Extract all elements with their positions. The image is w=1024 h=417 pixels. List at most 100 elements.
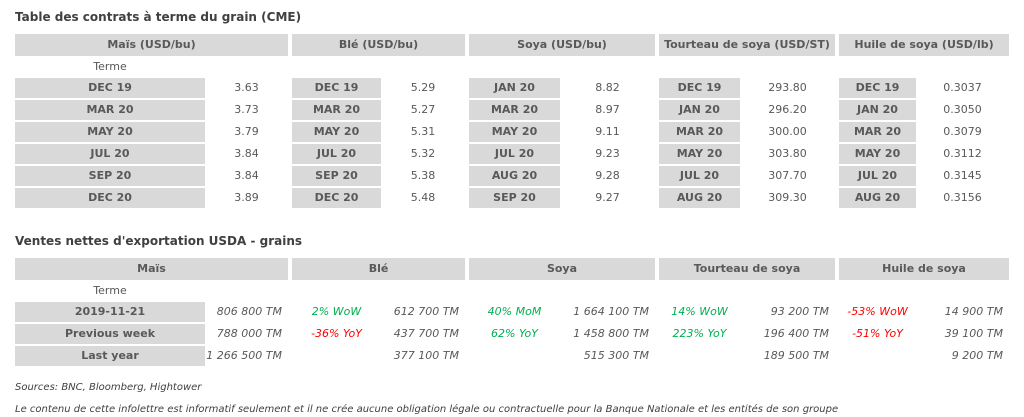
pct-change-cell	[292, 346, 381, 366]
contract-month-cell: MAY 20	[292, 122, 381, 142]
price-cell: 9.27	[595, 191, 620, 204]
price-cell: 5.31	[410, 125, 436, 138]
table-row: Previous week 788 000 TM -36% YoY 437 700 T…	[15, 324, 1009, 344]
contract-month-cell: MAR 20	[839, 122, 916, 142]
price-cell: 3.73	[234, 103, 259, 116]
disclaimer-note: Le contenu de cette infolettre est infor…	[15, 404, 839, 415]
pct-change-cell: -53% WoW	[847, 305, 908, 318]
price-cell: 9.11	[595, 125, 620, 138]
table-row: JUL 20 3.84 JUL 20 5.32 JUL 20 9.23 MAY 20 303.…	[15, 144, 1009, 164]
terme-label: Terme	[93, 284, 127, 297]
contract-month-cell: AUG 20	[839, 188, 916, 208]
exports-table-title: Ventes nettes d'exportation USDA - grain…	[15, 234, 303, 248]
price-cell: 9.28	[595, 169, 620, 182]
contract-month-cell: DEC 19	[839, 78, 916, 98]
contract-month-cell: DEC 20	[292, 188, 381, 208]
volume-cell: 515 300 TM	[583, 349, 649, 362]
table-row: DEC 19 3.63 DEC 19 5.29 JAN 20 8.82 DEC 19 293.…	[15, 78, 1009, 98]
volume-cell: 377 100 TM	[393, 349, 459, 362]
pct-change-cell	[469, 346, 560, 366]
contract-month-cell: SEP 20	[15, 166, 205, 186]
pct-change-cell: 14% WoW	[671, 305, 728, 318]
price-cell: 9.23	[595, 147, 620, 160]
contract-month-cell: JUL 20	[469, 144, 560, 164]
contract-month-cell: AUG 20	[469, 166, 560, 186]
table-row: Maïs (USD/bu) Blé (USD/bu) Soya (USD/bu) To…	[15, 34, 1009, 56]
pct-change-cell: -36% YoY	[311, 327, 362, 340]
pct-change-cell: 2% WoW	[311, 305, 362, 318]
period-label-cell: Last year	[15, 346, 205, 366]
column-header: Maïs (USD/bu)	[15, 34, 288, 56]
contract-month-cell: JUL 20	[839, 166, 916, 186]
contract-month-cell: MAY 20	[15, 122, 205, 142]
price-cell: 309.30	[768, 191, 807, 204]
price-cell: 8.82	[595, 81, 620, 94]
contract-month-cell: JUL 20	[15, 144, 205, 164]
volume-cell: 196 400 TM	[763, 327, 829, 340]
column-header: Huile de soya	[839, 258, 1009, 280]
contract-month-cell: DEC 20	[15, 188, 205, 208]
price-cell: 0.3156	[943, 191, 982, 204]
price-cell: 3.79	[234, 125, 259, 138]
price-cell: 307.70	[768, 169, 807, 182]
contract-month-cell: JAN 20	[659, 100, 740, 120]
volume-cell: 437 700 TM	[393, 327, 459, 340]
volume-cell: 806 800 TM	[216, 305, 282, 318]
price-cell: 0.3050	[943, 103, 982, 116]
table-row: 2019-11-21 806 800 TM 2% WoW 612 700 TM 40% …	[15, 302, 1009, 322]
volume-cell: 1 664 100 TM	[573, 305, 649, 318]
column-header: Soya (USD/bu)	[469, 34, 655, 56]
column-header: Maïs	[15, 258, 288, 280]
volume-cell: 189 500 TM	[763, 349, 829, 362]
column-header: Tourteau de soya	[659, 258, 835, 280]
pct-change-cell: 40% MoM	[487, 305, 542, 318]
price-cell: 0.3145	[943, 169, 982, 182]
contract-month-cell: JAN 20	[469, 78, 560, 98]
price-cell: 0.3079	[943, 125, 982, 138]
table-row: Terme	[15, 282, 1009, 300]
volume-cell: 93 200 TM	[770, 305, 829, 318]
price-cell: 303.80	[768, 147, 807, 160]
volume-cell: 9 200 TM	[951, 349, 1003, 362]
table-row: MAY 20 3.79 MAY 20 5.31 MAY 20 9.11 MAR 20 300.…	[15, 122, 1009, 142]
volume-cell: 1 458 800 TM	[573, 327, 649, 340]
price-cell: 293.80	[768, 81, 807, 94]
contract-month-cell: MAY 20	[659, 144, 740, 164]
contract-month-cell: SEP 20	[469, 188, 560, 208]
table-row: Last year 1 266 500 TM 377 100 TM 515 300 T…	[15, 346, 1009, 366]
pct-change-cell: -51% YoY	[852, 327, 903, 340]
pct-change-cell	[839, 346, 916, 366]
price-cell: 0.3112	[943, 147, 982, 160]
column-header: Tourteau de soya (USD/ST)	[659, 34, 835, 56]
column-header: Blé	[292, 258, 465, 280]
contract-month-cell: MAR 20	[469, 100, 560, 120]
usda-export-sales-table: Maïs Blé Soya Tourteau de soya Huile de soya…	[15, 258, 1009, 366]
sources-note: Sources: BNC, Bloomberg, Hightower	[15, 382, 202, 393]
volume-cell: 612 700 TM	[393, 305, 459, 318]
pct-change-cell: 223% YoY	[672, 327, 727, 340]
table-row: Maïs Blé Soya Tourteau de soya Huile de soya	[15, 258, 1009, 280]
column-header: Huile de soya (USD/lb)	[839, 34, 1009, 56]
contract-month-cell: MAR 20	[15, 100, 205, 120]
contract-month-cell: DEC 19	[292, 78, 381, 98]
contract-month-cell: MAR 20	[292, 100, 381, 120]
table-row: SEP 20 3.84 SEP 20 5.38 AUG 20 9.28 JUL 20 307.…	[15, 166, 1009, 186]
price-cell: 300.00	[768, 125, 807, 138]
contract-month-cell: JUL 20	[659, 166, 740, 186]
contract-month-cell: DEC 19	[15, 78, 205, 98]
price-cell: 3.84	[234, 169, 259, 182]
futures-table-title: Table des contrats à terme du grain (CME…	[15, 10, 302, 24]
volume-cell: 1 266 500 TM	[206, 349, 282, 362]
pct-change-cell	[659, 346, 740, 366]
price-cell: 5.32	[410, 147, 436, 160]
table-row: MAR 20 3.73 MAR 20 5.27 MAR 20 8.97 JAN 20 296.…	[15, 100, 1009, 120]
period-label-cell: 2019-11-21	[15, 302, 205, 322]
table-row: DEC 20 3.89 DEC 20 5.48 SEP 20 9.27 AUG 20 309.…	[15, 188, 1009, 208]
volume-cell: 39 100 TM	[944, 327, 1003, 340]
volume-cell: 14 900 TM	[944, 305, 1003, 318]
pct-change-cell: 62% YoY	[491, 327, 538, 340]
price-cell: 296.20	[768, 103, 807, 116]
grain-futures-table: Maïs (USD/bu) Blé (USD/bu) Soya (USD/bu) To…	[15, 34, 1009, 208]
terme-label: Terme	[93, 60, 127, 73]
